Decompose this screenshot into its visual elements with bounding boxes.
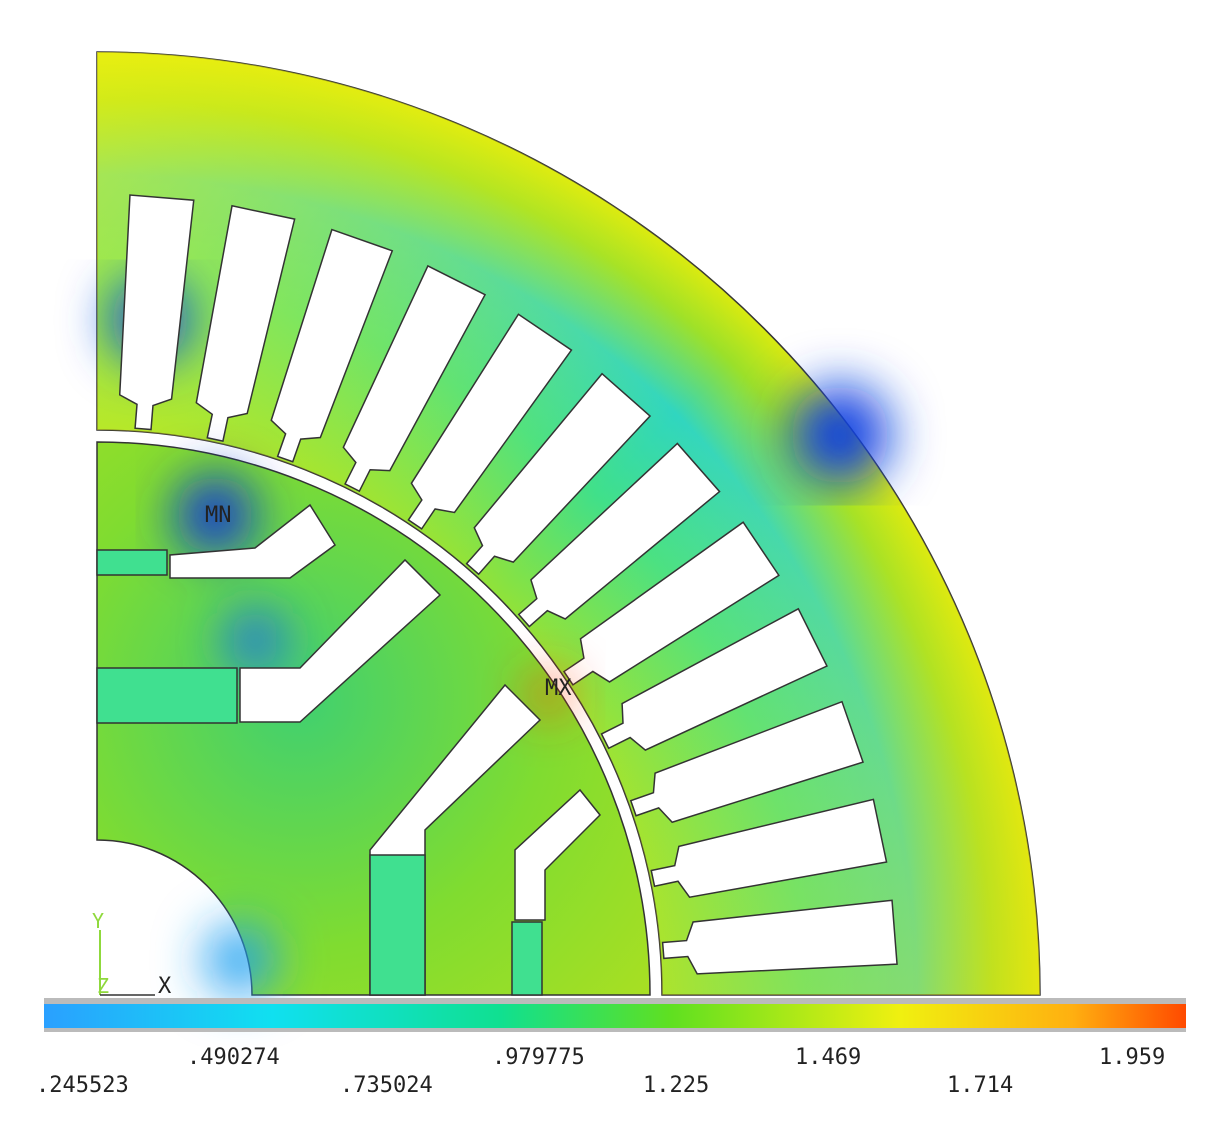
- slot: [661, 899, 898, 975]
- legend-label: .245523: [36, 1073, 129, 1098]
- slot: [600, 607, 828, 751]
- slot: [118, 194, 195, 431]
- slot-outline: [195, 204, 296, 442]
- axis-y: Y: [92, 909, 104, 933]
- slot: [562, 521, 780, 686]
- slot-outline: [407, 313, 573, 530]
- legend-label: .490274: [187, 1045, 280, 1070]
- colorbar: [44, 1004, 1186, 1028]
- slot: [407, 313, 573, 530]
- slot: [195, 204, 296, 442]
- slot-outline: [270, 228, 394, 463]
- stator-slots: [118, 194, 898, 975]
- slot-outline: [661, 899, 898, 975]
- axis-x: X: [158, 974, 172, 999]
- slot: [465, 372, 652, 576]
- rotor-barriers: [96, 503, 602, 996]
- min-marker: MN: [205, 503, 232, 528]
- slot-outline: [600, 607, 828, 751]
- slot: [650, 798, 888, 899]
- slot: [270, 228, 394, 463]
- axis-z: Z: [97, 974, 109, 998]
- max-marker: MX: [545, 676, 572, 701]
- legend-label: 1.225: [643, 1073, 709, 1098]
- slot: [342, 264, 487, 493]
- rotor-spots: [175, 475, 566, 995]
- legend-label: 1.469: [795, 1045, 861, 1070]
- legend-label: 1.714: [947, 1073, 1013, 1098]
- slot-outline: [342, 264, 487, 493]
- slot-outline: [118, 194, 195, 431]
- slot: [629, 700, 864, 824]
- legend-label: 1.959: [1099, 1045, 1165, 1070]
- legend-label: .979775: [492, 1045, 585, 1070]
- rotor: [96, 441, 651, 996]
- slot: [517, 442, 721, 628]
- slot-outline: [562, 521, 780, 686]
- slot-outline: [517, 442, 721, 628]
- legend-label: .735024: [340, 1073, 433, 1098]
- slot-outline: [650, 798, 888, 899]
- slot-outline: [465, 372, 652, 576]
- slot-outline: [629, 700, 864, 824]
